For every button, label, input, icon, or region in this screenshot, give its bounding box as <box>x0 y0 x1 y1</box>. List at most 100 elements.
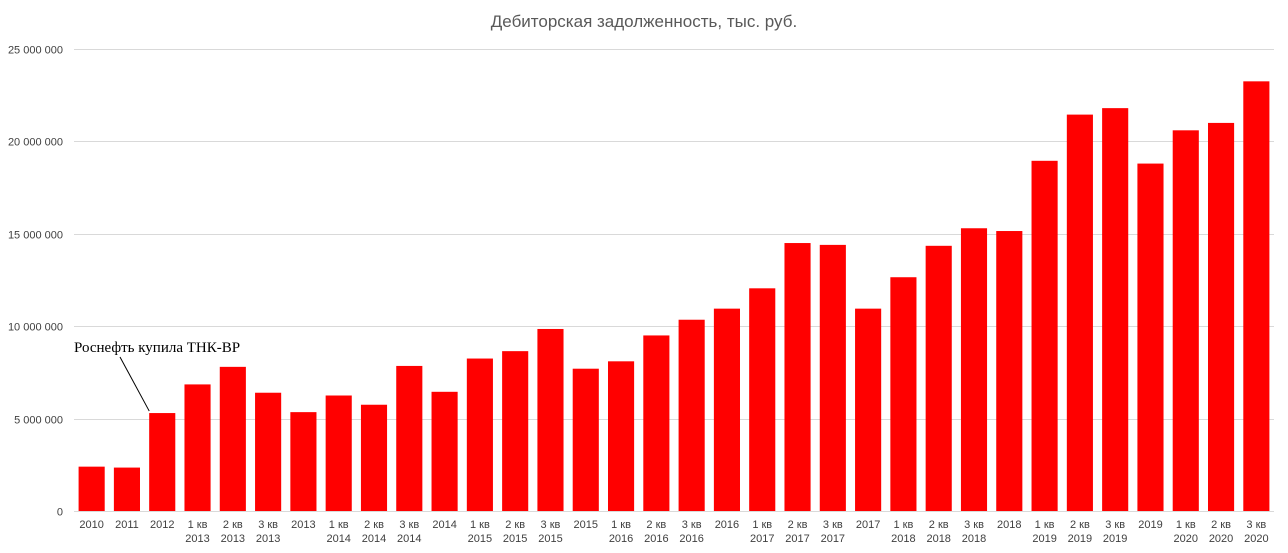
bar <box>1137 163 1164 512</box>
x-tick-label: 2014 <box>397 533 421 545</box>
x-tick-label: 1 кв <box>611 519 631 531</box>
x-tick-label: 2014 <box>326 533 350 545</box>
y-axis-ticks: 0 5 000 000 10 000 000 15 000 000 20 000 000… <box>8 45 63 519</box>
x-tick-label: 3 кв <box>682 519 702 531</box>
x-tick-label: 3 кв <box>258 519 278 531</box>
x-tick-label: 3 кв <box>1246 519 1266 531</box>
x-tick-label: 2 кв <box>364 519 384 531</box>
x-tick-label: 2015 <box>574 519 598 531</box>
bar <box>678 319 705 511</box>
bar <box>855 308 882 511</box>
annotation-label: Роснефть купила ТНК-ВР <box>74 340 240 356</box>
bar <box>1208 122 1235 512</box>
x-tick-label: 3 кв <box>823 519 843 531</box>
bar <box>819 244 846 511</box>
x-tick-label: 2016 <box>644 533 668 545</box>
x-tick-label: 2017 <box>785 533 809 545</box>
chart-title: Дебиторская задолженность, тыс. руб. <box>491 12 797 31</box>
x-tick-label: 2010 <box>79 519 103 531</box>
y-tick-label: 10 000 000 <box>8 322 63 334</box>
x-tick-label: 2 кв <box>1070 519 1090 531</box>
y-tick-label: 5 000 000 <box>14 415 63 427</box>
x-tick-label: 3 кв <box>1105 519 1125 531</box>
bar <box>1031 160 1058 511</box>
bar <box>113 467 140 511</box>
x-tick-label: 2018 <box>891 533 915 545</box>
bar <box>608 361 635 511</box>
bar <box>78 466 105 511</box>
bar <box>396 365 423 511</box>
x-tick-label: 2013 <box>185 533 209 545</box>
x-tick-label: 2 кв <box>1211 519 1231 531</box>
bar <box>784 243 811 512</box>
x-tick-label: 2016 <box>609 533 633 545</box>
gridlines <box>74 49 1274 512</box>
x-tick-label: 2017 <box>821 533 845 545</box>
bar <box>255 392 282 511</box>
x-tick-label: 2014 <box>362 533 386 545</box>
x-tick-label: 2 кв <box>646 519 666 531</box>
x-tick-label: 1 кв <box>188 519 208 531</box>
x-tick-label: 2012 <box>150 519 174 531</box>
x-tick-label: 1 кв <box>470 519 490 531</box>
x-tick-label: 2018 <box>962 533 986 545</box>
x-tick-label: 2018 <box>997 519 1021 531</box>
y-tick-label: 20 000 000 <box>8 137 63 149</box>
bar <box>572 368 599 511</box>
bar <box>184 384 211 511</box>
y-tick-label: 15 000 000 <box>8 230 63 242</box>
bar <box>1102 108 1129 512</box>
bar <box>502 351 529 511</box>
x-tick-label: 2016 <box>679 533 703 545</box>
x-tick-label: 2015 <box>538 533 562 545</box>
x-tick-label: 1 кв <box>329 519 349 531</box>
bar <box>360 404 388 511</box>
x-tick-label: 2020 <box>1244 533 1268 545</box>
x-tick-label: 2016 <box>715 519 739 531</box>
x-tick-label: 2017 <box>856 519 880 531</box>
x-tick-label: 2020 <box>1174 533 1198 545</box>
y-tick-label: 0 <box>57 507 63 519</box>
x-tick-label: 2019 <box>1103 533 1127 545</box>
bar <box>219 366 246 511</box>
x-tick-label: 3 кв <box>964 519 984 531</box>
x-tick-label: 3 кв <box>399 519 419 531</box>
x-tick-label: 2015 <box>468 533 492 545</box>
bars <box>78 81 1270 512</box>
x-tick-label: 2011 <box>115 519 139 531</box>
x-tick-label: 1 кв <box>1035 519 1055 531</box>
x-tick-label: 2015 <box>503 533 527 545</box>
annotations: Роснефть купила ТНК-ВР <box>74 340 240 412</box>
x-tick-label: 2013 <box>291 519 315 531</box>
bar <box>1172 130 1199 511</box>
bar <box>149 413 176 511</box>
bar <box>1243 81 1270 511</box>
x-tick-label: 2013 <box>221 533 245 545</box>
x-tick-label: 2 кв <box>788 519 808 531</box>
x-axis-ticks: 2010 2011 2012 1 кв 2013 2 кв 2013 3 кв 2013 2013… <box>79 519 1268 545</box>
annotation-pointer <box>119 356 150 412</box>
bar <box>749 288 776 511</box>
bar <box>996 231 1023 511</box>
bar <box>713 308 740 511</box>
bar <box>325 395 352 511</box>
bar <box>960 228 988 512</box>
x-tick-label: 3 кв <box>541 519 561 531</box>
x-tick-label: 2019 <box>1068 533 1092 545</box>
x-tick-label: 2018 <box>926 533 950 545</box>
bar <box>643 335 670 511</box>
x-tick-label: 2020 <box>1209 533 1233 545</box>
bar <box>537 328 564 511</box>
bar <box>466 358 493 511</box>
x-tick-label: 2019 <box>1138 519 1162 531</box>
bar <box>925 245 952 511</box>
y-tick-label: 25 000 000 <box>8 45 63 57</box>
x-tick-label: 2017 <box>750 533 774 545</box>
bar <box>1066 114 1093 511</box>
x-tick-label: 1 кв <box>893 519 913 531</box>
x-tick-label: 1 кв <box>752 519 772 531</box>
x-tick-label: 1 кв <box>1176 519 1196 531</box>
x-tick-label: 2 кв <box>223 519 243 531</box>
x-tick-label: 2013 <box>256 533 280 545</box>
bar <box>890 277 917 511</box>
